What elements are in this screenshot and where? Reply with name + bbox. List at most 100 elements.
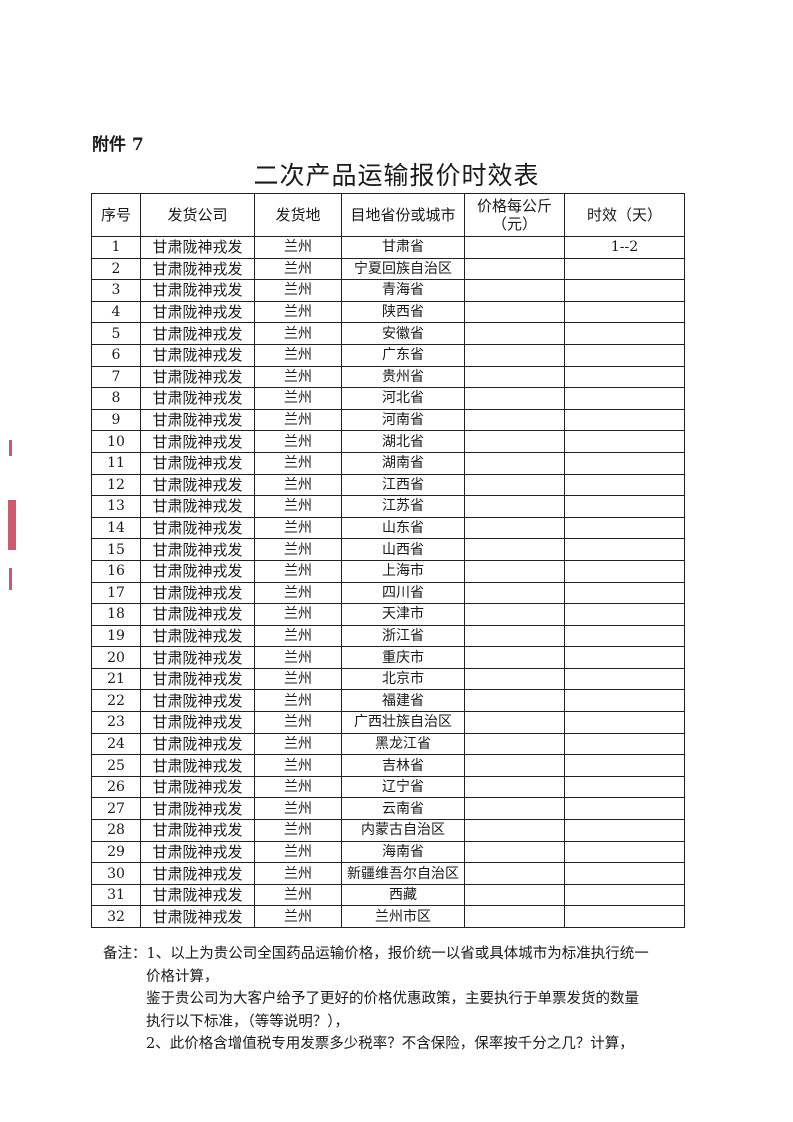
cell-price	[464, 300, 565, 324]
cell-company: 甘肃陇神戎发	[140, 646, 255, 669]
note-line-5: 2、此价格含增值税专用发票多少税率？不含保险，保率按千分之几？计算，	[146, 1036, 634, 1052]
cell-origin: 兰州	[254, 279, 342, 302]
cell-price	[464, 646, 565, 669]
cell-origin: 兰州	[254, 559, 342, 583]
cell-destination: 新疆维吾尔自治区	[341, 862, 465, 885]
cell-origin: 兰州	[254, 603, 342, 626]
table-row: 16 甘肃陇神戎发 兰州 上海市	[91, 559, 685, 583]
cell-timeliness	[564, 279, 685, 302]
cell-company: 甘肃陇神戎发	[140, 775, 255, 799]
note-line-3: 鉴于贵公司为大客户给予了更好的价格优惠政策，主要执行于单票发货的数量	[146, 991, 639, 1007]
table-row: 26 甘肃陇神戎发 兰州 辽宁省	[91, 775, 685, 799]
cell-timeliness	[564, 840, 685, 864]
cell-timeliness	[564, 667, 685, 691]
cell-price	[464, 840, 565, 864]
cell-destination: 重庆市	[341, 646, 465, 669]
cell-price	[464, 322, 565, 345]
cell-price	[464, 279, 565, 302]
cell-index: 17	[91, 581, 141, 605]
cell-price	[464, 754, 565, 777]
cell-timeliness	[564, 905, 685, 928]
cell-index: 8	[91, 387, 141, 410]
cell-price	[464, 236, 565, 259]
table-row: 27 甘肃陇神戎发 兰州 云南省	[91, 797, 685, 821]
header-price: 价格每公斤 （元）	[464, 193, 565, 237]
cell-index: 31	[91, 883, 141, 907]
cell-index: 32	[91, 905, 141, 928]
cell-origin: 兰州	[254, 819, 342, 842]
cell-timeliness	[564, 365, 685, 389]
cell-company: 甘肃陇神戎发	[140, 516, 255, 540]
cell-price	[464, 451, 565, 475]
cell-company: 甘肃陇神戎发	[140, 754, 255, 777]
cell-timeliness: 1--2	[564, 236, 685, 259]
quote-table: 序号 发货公司 发货地 目地省份或城市 价格每公斤 （元） 时效（天） 1 甘肃陇…	[91, 193, 685, 928]
table-row: 24 甘肃陇神戎发 兰州 黑龙江省	[91, 732, 685, 756]
table-row: 7 甘肃陇神戎发 兰州 贵州省	[91, 365, 685, 389]
cell-origin: 兰州	[254, 840, 342, 864]
cell-origin: 兰州	[254, 775, 342, 799]
cell-index: 18	[91, 603, 141, 626]
cell-company: 甘肃陇神戎发	[140, 387, 255, 410]
cell-destination: 四川省	[341, 581, 465, 605]
cell-origin: 兰州	[254, 495, 342, 518]
cell-destination: 江苏省	[341, 495, 465, 518]
cell-company: 甘肃陇神戎发	[140, 711, 255, 734]
header-index: 序号	[91, 193, 141, 237]
cell-destination: 浙江省	[341, 624, 465, 648]
table-row: 21 甘肃陇神戎发 兰州 北京市	[91, 667, 685, 691]
table-row: 19 甘肃陇神戎发 兰州 浙江省	[91, 624, 685, 648]
cell-index: 21	[91, 667, 141, 691]
table-row: 28 甘肃陇神戎发 兰州 内蒙古自治区	[91, 819, 685, 842]
cell-destination: 北京市	[341, 667, 465, 691]
cell-company: 甘肃陇神戎发	[140, 279, 255, 302]
cell-origin: 兰州	[254, 732, 342, 756]
cell-origin: 兰州	[254, 322, 342, 345]
table-row: 4 甘肃陇神戎发 兰州 陕西省	[91, 300, 685, 324]
cell-company: 甘肃陇神戎发	[140, 667, 255, 691]
cell-timeliness	[564, 797, 685, 821]
table-row: 20 甘肃陇神戎发 兰州 重庆市	[91, 646, 685, 669]
cell-price	[464, 819, 565, 842]
cell-origin: 兰州	[254, 343, 342, 367]
cell-price	[464, 905, 565, 928]
cell-index: 15	[91, 538, 141, 561]
cell-origin: 兰州	[254, 711, 342, 734]
cell-index: 22	[91, 689, 141, 713]
table-row: 11 甘肃陇神戎发 兰州 湖南省	[91, 451, 685, 475]
cell-company: 甘肃陇神戎发	[140, 581, 255, 605]
cell-index: 3	[91, 279, 141, 302]
cell-price	[464, 473, 565, 497]
cell-destination: 天津市	[341, 603, 465, 626]
cell-company: 甘肃陇神戎发	[140, 365, 255, 389]
margin-stamp-mark	[9, 440, 12, 456]
table-row: 18 甘肃陇神戎发 兰州 天津市	[91, 603, 685, 626]
cell-destination: 江西省	[341, 473, 465, 497]
cell-destination: 福建省	[341, 689, 465, 713]
cell-timeliness	[564, 646, 685, 669]
cell-origin: 兰州	[254, 516, 342, 540]
cell-timeliness	[564, 624, 685, 648]
header-timeliness: 时效（天）	[564, 193, 685, 237]
note-line-4: 执行以下标准，（等等说明？），	[146, 1013, 349, 1030]
cell-origin: 兰州	[254, 430, 342, 453]
cell-company: 甘肃陇神戎发	[140, 819, 255, 842]
cell-timeliness	[564, 473, 685, 497]
cell-destination: 内蒙古自治区	[341, 819, 465, 842]
table-body: 1 甘肃陇神戎发 兰州 甘肃省 1--2 2 甘肃陇神戎发 兰州 宁夏回族自治区 3 甘肃陇神戎发兰…	[91, 236, 685, 928]
cell-destination: 河南省	[341, 408, 465, 432]
cell-destination: 山东省	[341, 516, 465, 540]
cell-price	[464, 667, 565, 691]
table-row: 9 甘肃陇神戎发 兰州 河南省	[91, 408, 685, 432]
cell-timeliness	[564, 581, 685, 605]
cell-price	[464, 387, 565, 410]
cell-price	[464, 365, 565, 389]
cell-company: 甘肃陇神戎发	[140, 257, 255, 281]
cell-origin: 兰州	[254, 408, 342, 432]
cell-origin: 兰州	[254, 667, 342, 691]
cell-index: 23	[91, 711, 141, 734]
table-row: 3 甘肃陇神戎发 兰州 青海省	[91, 279, 685, 302]
cell-index: 25	[91, 754, 141, 777]
cell-index: 7	[91, 365, 141, 389]
cell-destination: 湖南省	[341, 451, 465, 475]
